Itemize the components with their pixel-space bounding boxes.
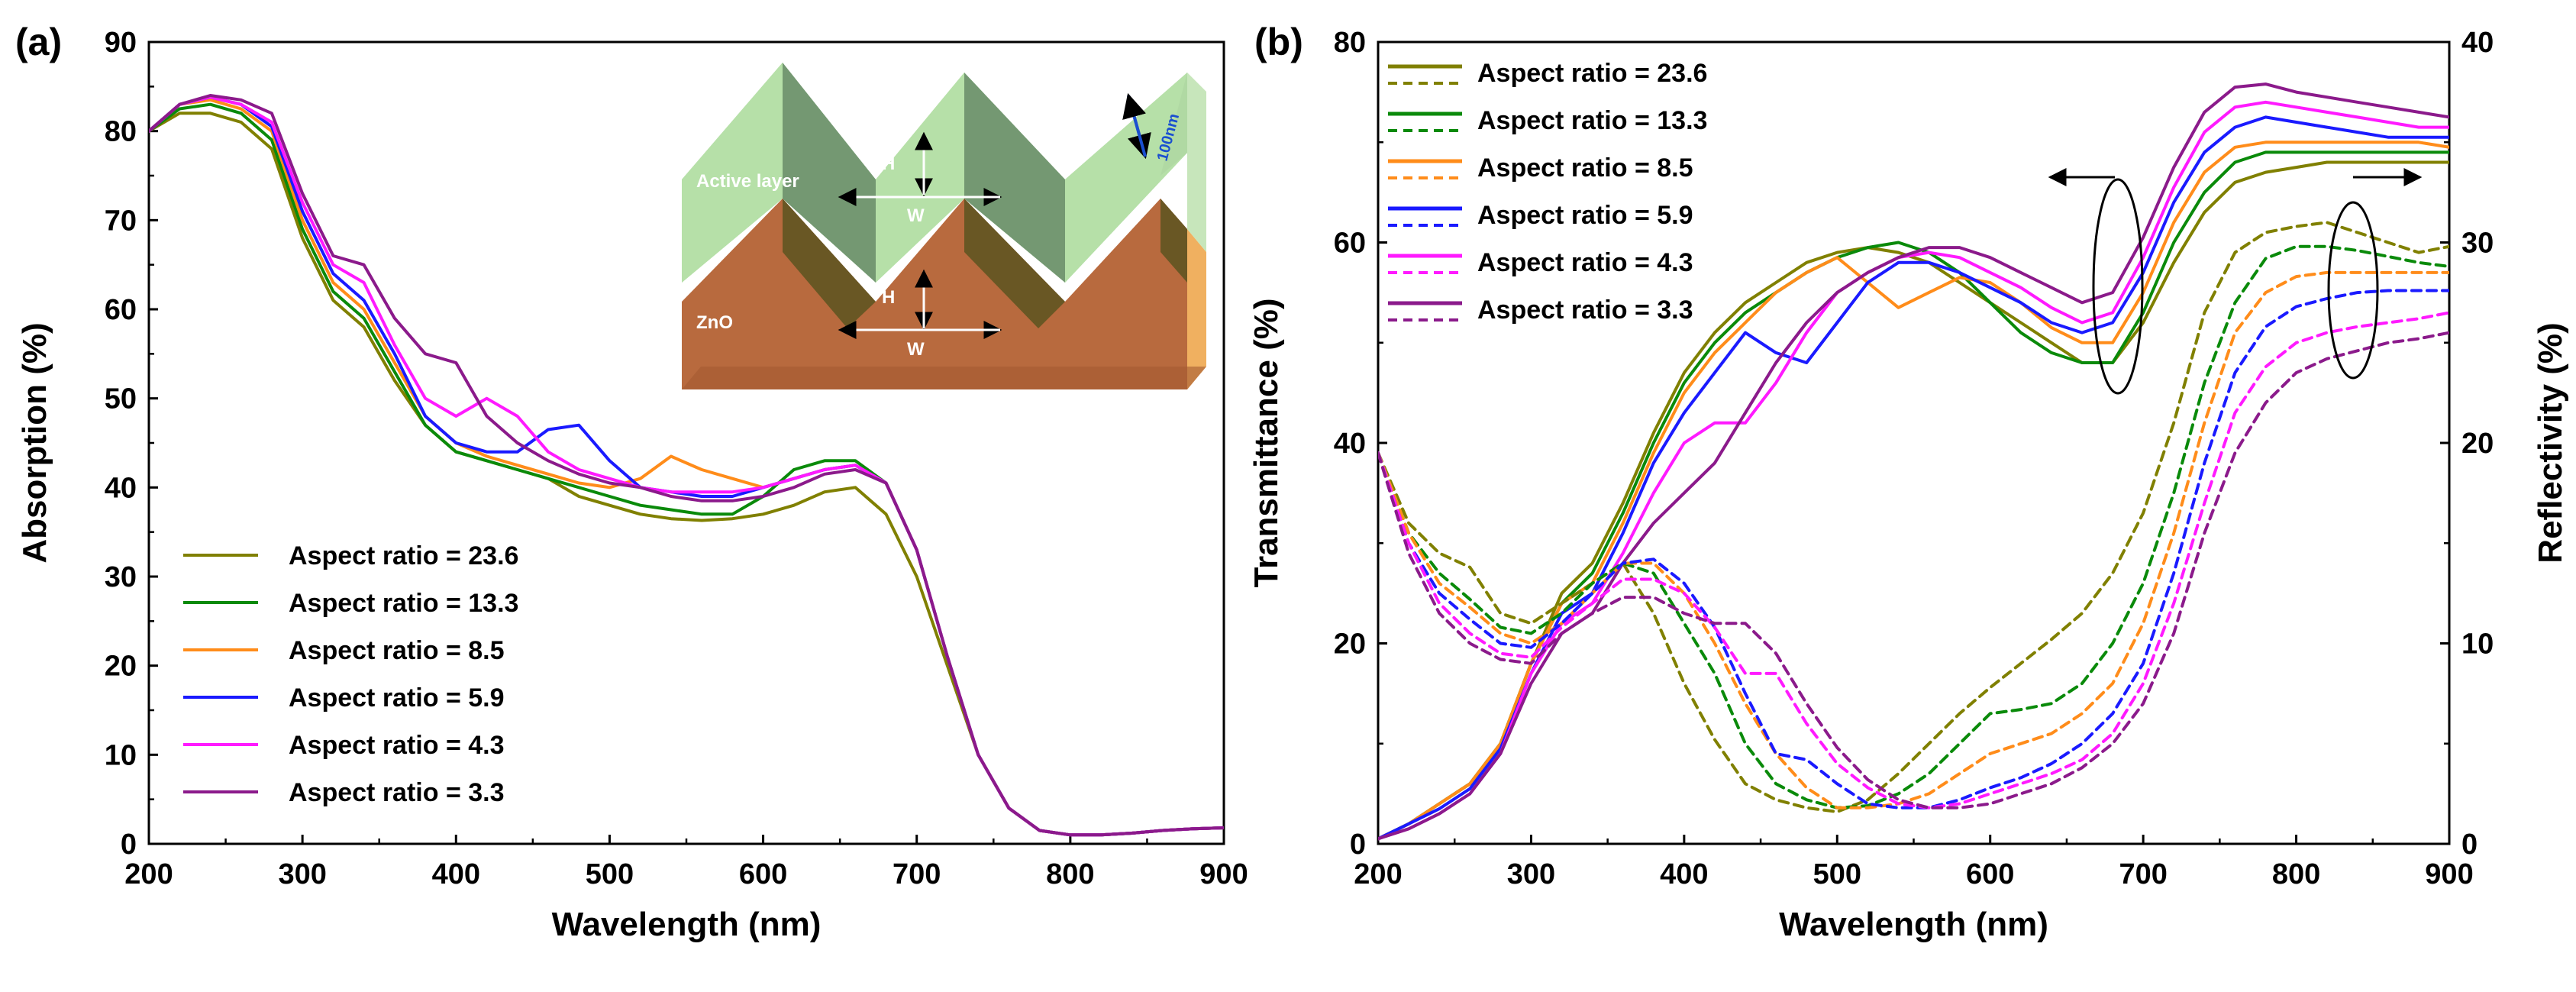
y-tick-label: 20 [1334,628,1366,661]
panel-b-label: (b) [1254,21,1303,63]
legend-label: Aspect ratio = 23.6 [289,541,518,570]
y-tick-label: 80 [105,116,137,148]
legend-label: Aspect ratio = 13.3 [1477,106,1707,135]
right-y-tick-label: 40 [2461,27,2494,59]
reflectivity-series-line [1378,331,2449,809]
x-tick-label: 400 [432,858,480,890]
x-tick-label: 600 [1966,858,2014,890]
transmittance-series-line [1378,115,2449,841]
y-axis-title: Absorption (%) [16,322,53,563]
x-tick-label: 200 [124,858,173,890]
legend-label: Aspect ratio = 8.5 [289,636,505,665]
inset-active-layer-label: Active layer [696,171,799,192]
legend-label: Aspect ratio = 4.3 [1477,248,1693,277]
reflectivity-series-line [1378,311,2449,809]
reflectivity-group-ellipse [2327,201,2379,380]
reflectivity-series-line [1378,270,2449,809]
legend-label: Aspect ratio = 23.6 [1477,59,1707,88]
right-y-tick-label: 0 [2461,829,2478,861]
x-axis-title: Wavelength (nm) [1779,906,2048,943]
y-tick-label: 10 [105,739,137,771]
legend-label: Aspect ratio = 13.3 [289,589,518,618]
y-tick-label: 40 [1334,428,1366,460]
transmittance-reflectivity-chart: 200 300 400 500 600 700 800 900020406080Wavelen… [1248,21,2569,943]
x-axis-title: Wavelength (nm) [552,906,822,943]
nanostructure-inset: Active layer ZnO H W H W 100nm [682,63,1206,389]
x-tick-label: 500 [586,858,634,890]
right-y-tick-label: 10 [2461,628,2494,661]
absorption-series-line [149,94,1224,837]
x-tick-label: 400 [1660,858,1708,890]
inset-zno-label: ZnO [696,312,733,333]
transmittance-series-line [1378,82,2449,841]
right-y-axis-title: Reflectivity (%) [2532,322,2569,563]
plot-frame [147,40,1225,845]
right-y-tick-label: 30 [2461,228,2494,260]
legend-label: Aspect ratio = 5.9 [289,683,505,712]
legend-label: Aspect ratio = 8.5 [1477,153,1693,183]
transmittance-group-ellipse [2092,178,2144,395]
right-y-tick-label: 20 [2461,428,2494,460]
y-tick-label: 0 [121,829,137,861]
x-tick-label: 600 [739,858,787,890]
absorption-chart: 200 300 400 500 600 700 800 900 0 10 20 30 40 50 60 70 8… [16,27,1248,943]
inset-w-label: W [907,205,925,226]
y-tick-label: 60 [105,294,137,326]
y-tick-label: 80 [1334,27,1366,59]
legend-label: Aspect ratio = 4.3 [289,731,505,760]
transmittance-series-line [1378,160,2449,841]
legend-label: Aspect ratio = 3.3 [1477,296,1693,325]
y-tick-label: 20 [105,651,137,683]
x-tick-label: 500 [1813,858,1861,890]
y-tick-label: 30 [105,561,137,593]
y-tick-label: 0 [1350,829,1366,861]
reflectivity-series-line [1378,289,2449,809]
reflectivity-series-line [1378,221,2449,813]
x-tick-label: 900 [2425,858,2473,890]
inset-h-label-zno: H [882,287,895,308]
inset-h-label: H [882,153,895,174]
transmittance-series-line [1378,141,2449,841]
x-tick-label: 900 [1199,858,1248,890]
x-tick-label: 800 [1046,858,1094,890]
x-tick-label: 300 [1507,858,1555,890]
y-tick-label: 70 [105,205,137,237]
y-tick-label: 90 [105,27,137,59]
y-tick-label: 50 [105,383,137,415]
legend-label: Aspect ratio = 5.9 [1477,201,1693,230]
y-tick-label: 60 [1334,228,1366,260]
legend-label: Aspect ratio = 3.3 [289,778,505,807]
x-tick-label: 700 [893,858,941,890]
reflectivity-series-line [1378,244,2449,809]
x-tick-label: 200 [1354,858,1402,890]
panel-a-label: (a) [15,21,62,63]
x-tick-label: 300 [278,858,326,890]
x-tick-label: 800 [2272,858,2320,890]
inset-w-label-zno: W [907,339,925,360]
x-tick-label: 700 [2119,858,2167,890]
y-tick-label: 40 [105,472,137,504]
y-axis-title: Transmittance (%) [1248,299,1285,588]
